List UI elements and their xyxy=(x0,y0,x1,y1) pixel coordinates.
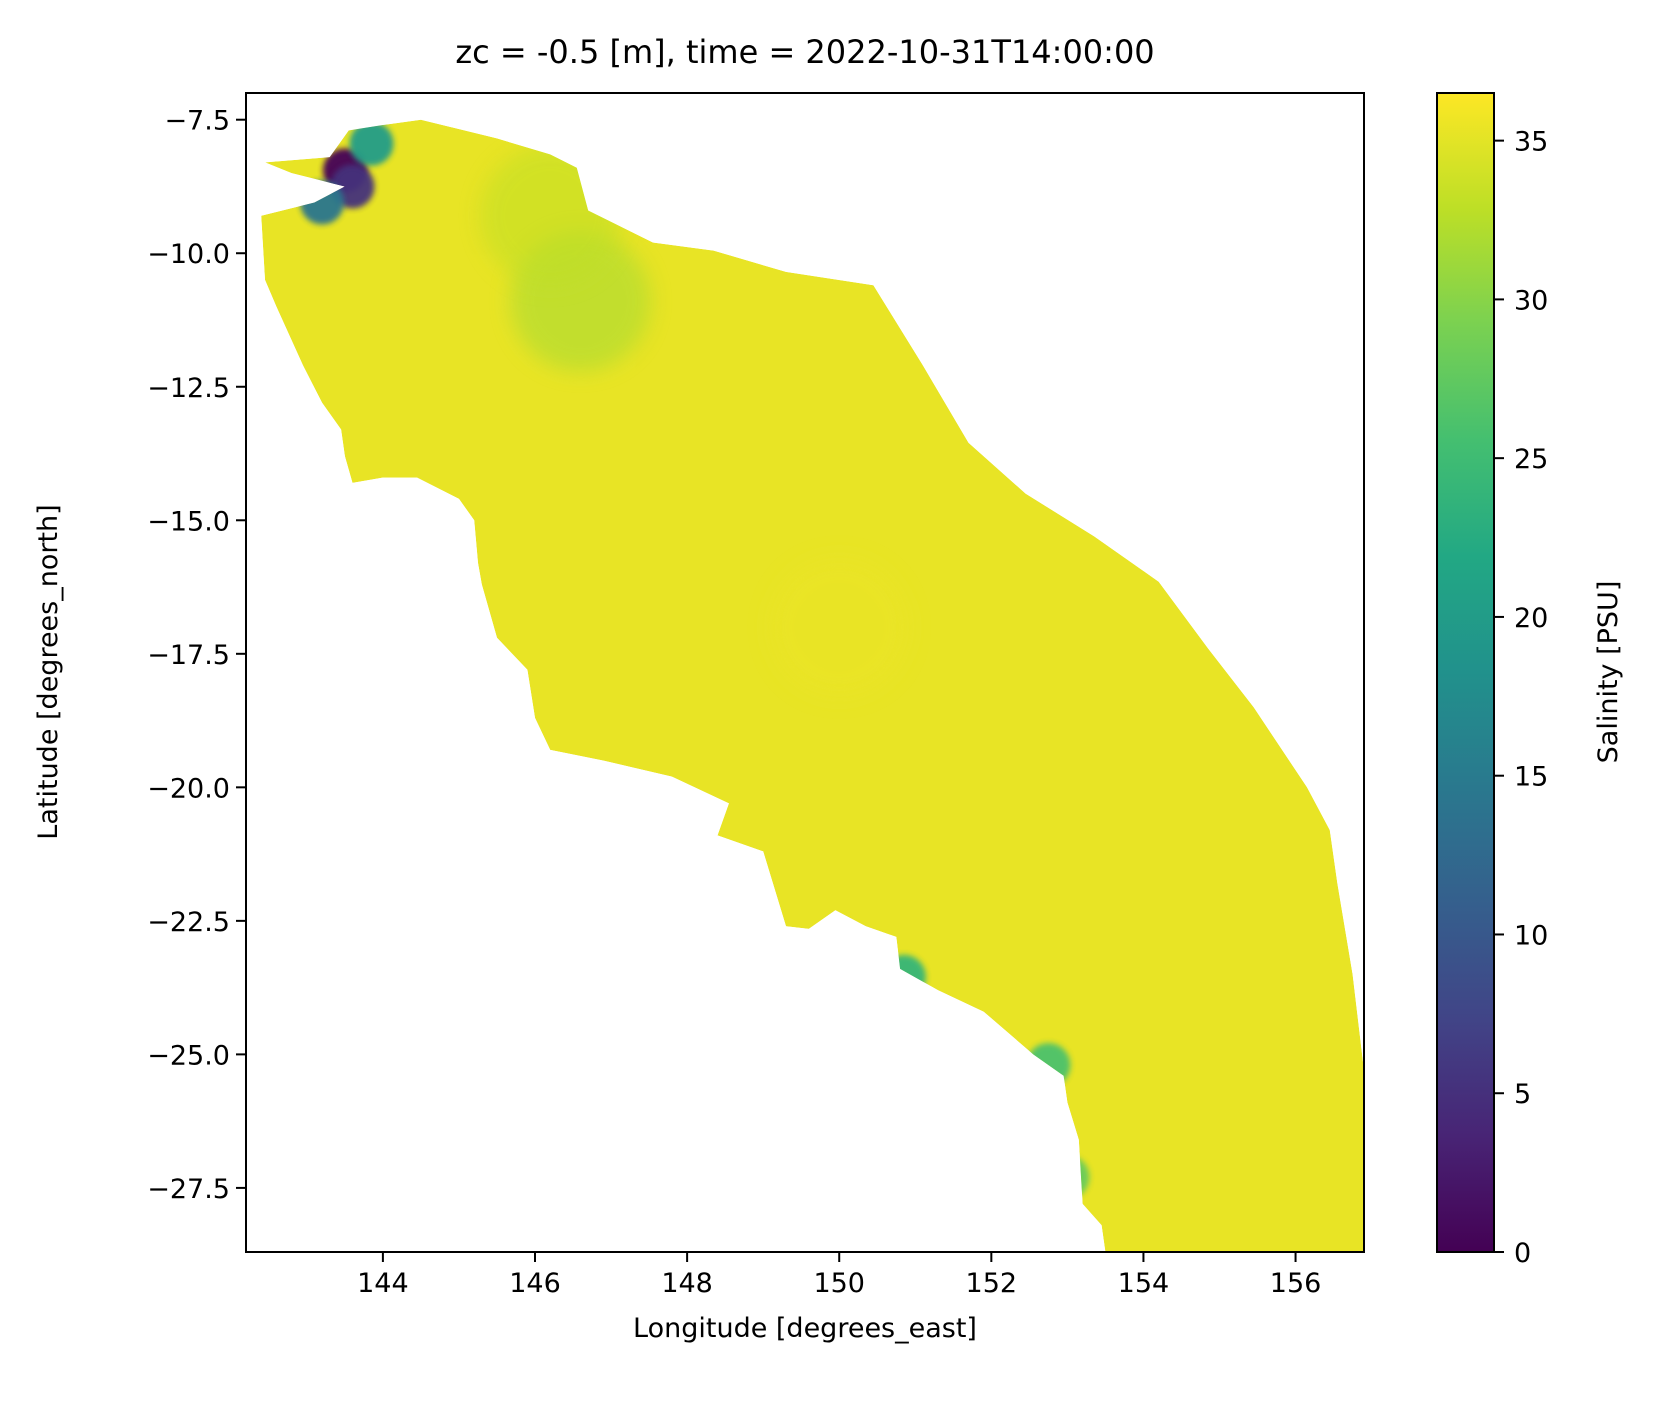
colorbar-tick-label: 25 xyxy=(1514,444,1548,475)
y-tick-label: −22.5 xyxy=(147,907,230,938)
colorbar-tick-label: 30 xyxy=(1514,285,1548,316)
colorbar-tick-label: 35 xyxy=(1514,127,1548,158)
salinity-anomaly-6 xyxy=(881,954,926,999)
salinity-anomaly-2 xyxy=(300,180,345,225)
x-tick-label: 150 xyxy=(813,1268,865,1299)
colorbar-tick-label: 10 xyxy=(1514,920,1548,951)
y-tick-label: −7.5 xyxy=(164,106,230,137)
chart-title: zc = -0.5 [m], time = 2022-10-31T14:00:0… xyxy=(455,33,1154,71)
y-tick-label: −27.5 xyxy=(147,1174,230,1205)
y-tick-label: −17.5 xyxy=(147,640,230,671)
salinity-anomaly-8 xyxy=(1045,1155,1090,1200)
y-axis-label: Latitude [degrees_north] xyxy=(33,504,64,839)
y-tick-label: −25.0 xyxy=(147,1040,230,1071)
x-axis-ticks: 144 146 148 150 152 154 156 xyxy=(357,1252,1321,1299)
y-tick-label: −20.0 xyxy=(147,773,230,804)
colorbar-tick-label: 15 xyxy=(1514,762,1548,793)
salinity-anomaly-9 xyxy=(769,557,910,698)
plot-area: 144 146 148 150 152 154 156 −7.5 −10.0 −12.5 −15.… xyxy=(147,92,1365,1299)
x-tick-label: 152 xyxy=(966,1268,1018,1299)
x-tick-label: 148 xyxy=(661,1268,713,1299)
y-tick-label: −12.5 xyxy=(147,373,230,404)
colorbar-gradient xyxy=(1436,92,1495,1253)
salinity-anomaly-3 xyxy=(349,121,394,166)
colorbar-tick-label: 20 xyxy=(1514,603,1548,634)
colorbar-tick-label: 0 xyxy=(1514,1238,1531,1269)
y-axis-ticks: −7.5 −10.0 −12.5 −15.0 −17.5 −20.0 −22.5 −25.0 −… xyxy=(147,106,246,1205)
x-axis-label: Longitude [degrees_east] xyxy=(633,1313,977,1344)
salinity-anomaly-5 xyxy=(480,145,621,286)
colorbar-tick-label: 5 xyxy=(1514,1079,1531,1110)
colorbar-label: Salinity [PSU] xyxy=(1593,581,1624,764)
y-tick-label: −15.0 xyxy=(147,506,230,537)
salinity-anomaly-7 xyxy=(1026,1043,1071,1088)
x-tick-label: 154 xyxy=(1118,1268,1170,1299)
x-tick-label: 156 xyxy=(1270,1268,1322,1299)
x-tick-label: 146 xyxy=(509,1268,561,1299)
colorbar: 0 5 10 15 20 25 30 35 Salinity [PSU] xyxy=(1436,92,1624,1269)
colorbar-ticks: 0 5 10 15 20 25 30 35 xyxy=(1494,127,1548,1269)
y-tick-label: −10.0 xyxy=(147,239,230,270)
x-tick-label: 144 xyxy=(357,1268,409,1299)
plot-frame xyxy=(245,92,1365,1253)
